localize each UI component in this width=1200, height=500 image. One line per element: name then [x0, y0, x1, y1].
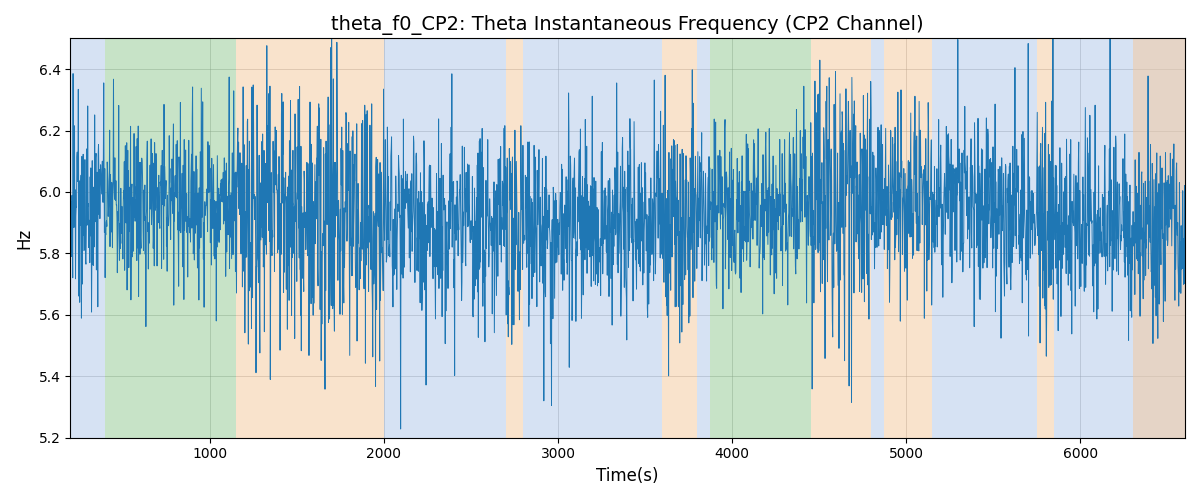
- Title: theta_f0_CP2: Theta Instantaneous Frequency (CP2 Channel): theta_f0_CP2: Theta Instantaneous Freque…: [331, 15, 924, 35]
- Bar: [662, 38, 697, 438]
- Bar: [709, 38, 810, 438]
- Bar: [883, 38, 932, 438]
- Bar: [1133, 38, 1186, 438]
- Bar: [1037, 38, 1055, 438]
- Bar: [235, 38, 384, 438]
- Bar: [1055, 38, 1186, 438]
- Bar: [384, 38, 505, 438]
- Bar: [71, 38, 106, 438]
- X-axis label: Time(s): Time(s): [596, 467, 659, 485]
- Bar: [932, 38, 1037, 438]
- Bar: [871, 38, 883, 438]
- Bar: [523, 38, 662, 438]
- Bar: [810, 38, 871, 438]
- Y-axis label: Hz: Hz: [16, 228, 34, 248]
- Bar: [697, 38, 709, 438]
- Bar: [106, 38, 235, 438]
- Bar: [505, 38, 523, 438]
